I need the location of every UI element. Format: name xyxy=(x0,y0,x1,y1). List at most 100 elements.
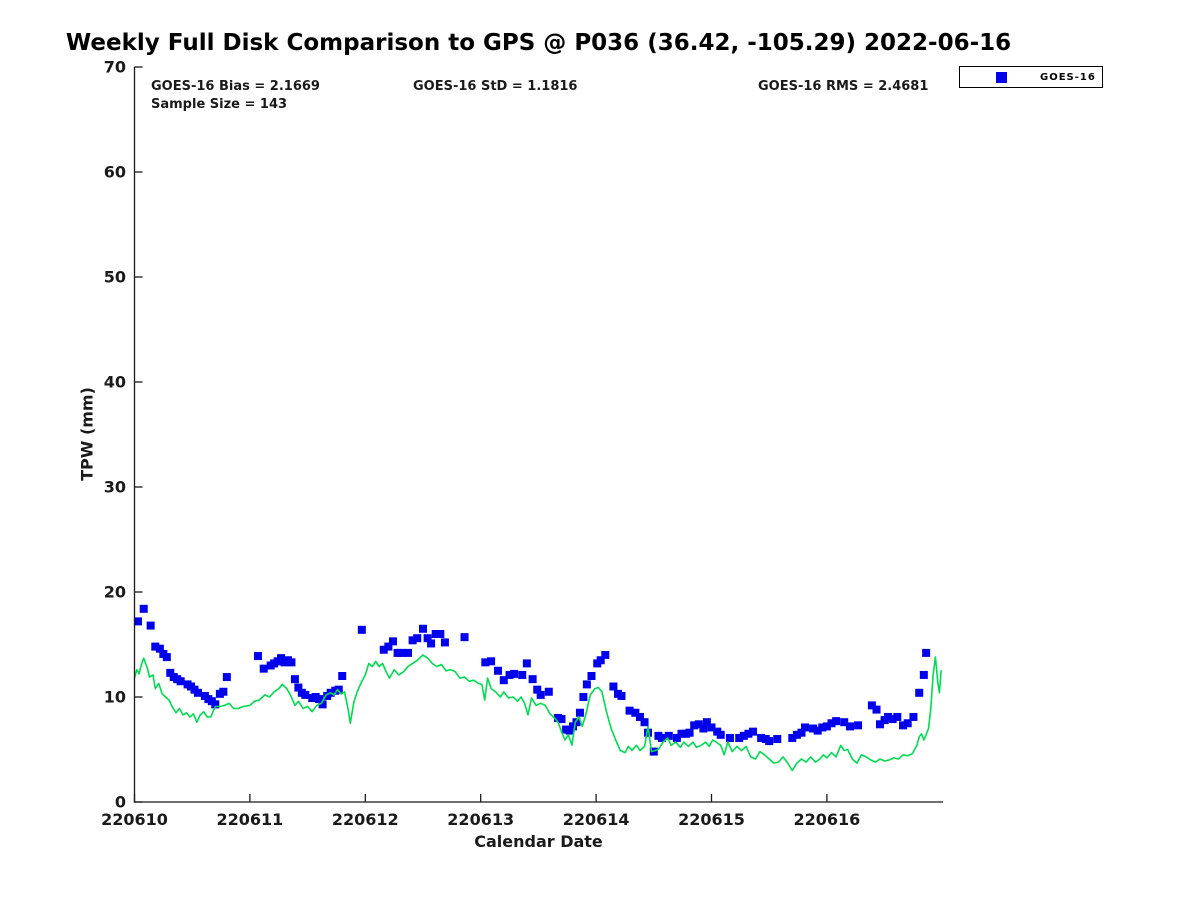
y-tick-label: 10 xyxy=(104,688,126,707)
y-tick-label: 50 xyxy=(104,268,126,287)
x-tick-label: 220610 xyxy=(101,810,168,829)
data-point-marker xyxy=(625,706,634,715)
data-point-marker xyxy=(867,701,876,710)
data-point-marker xyxy=(672,733,681,742)
data-point-marker xyxy=(162,653,171,662)
data-point-marker xyxy=(334,685,343,694)
data-point-marker xyxy=(707,723,716,732)
data-point-marker xyxy=(193,688,202,697)
data-point-marker xyxy=(919,670,928,679)
data-point-marker xyxy=(677,729,686,738)
data-point-marker xyxy=(510,669,519,678)
data-point-marker xyxy=(797,728,806,737)
chart-title: Weekly Full Disk Comparison to GPS @ P03… xyxy=(65,30,1012,56)
x-tick-label: 220613 xyxy=(447,810,514,829)
data-point-marker xyxy=(423,634,432,643)
data-point-marker xyxy=(155,644,164,653)
stat-sample-size: Sample Size = 143 xyxy=(151,97,288,112)
y-tick-label: 60 xyxy=(104,163,126,182)
data-point-marker xyxy=(379,645,388,654)
data-point-marker xyxy=(572,718,581,727)
data-point-marker xyxy=(569,722,578,731)
data-point-marker xyxy=(505,670,514,679)
data-point-marker xyxy=(253,652,262,661)
data-point-marker xyxy=(222,673,231,682)
data-point-marker xyxy=(536,690,545,699)
data-point-marker xyxy=(388,637,397,646)
data-point-marker xyxy=(151,642,160,651)
data-point-marker xyxy=(644,728,653,737)
data-point-marker xyxy=(685,728,694,737)
data-point-marker xyxy=(518,670,527,679)
y-tick-label: 70 xyxy=(104,58,126,77)
stat-std: GOES-16 StD = 1.1816 xyxy=(413,79,578,94)
data-point-marker xyxy=(397,648,406,657)
data-point-marker xyxy=(735,733,744,742)
data-point-marker xyxy=(773,735,782,743)
data-point-marker xyxy=(384,642,393,651)
data-point-marker xyxy=(582,680,591,689)
data-point-marker xyxy=(499,676,508,685)
data-point-marker xyxy=(635,712,644,721)
data-point-marker xyxy=(427,639,436,648)
data-point-marker xyxy=(596,656,605,665)
data-point-marker xyxy=(813,726,822,735)
data-point-marker xyxy=(481,658,490,667)
data-point-marker xyxy=(413,634,422,643)
data-point-marker xyxy=(884,712,893,721)
y-tick-label: 40 xyxy=(104,373,126,392)
data-point-marker xyxy=(565,726,574,735)
data-point-marker xyxy=(640,718,649,727)
data-point-marker xyxy=(436,630,445,638)
data-point-marker xyxy=(139,604,148,613)
data-point-marker xyxy=(872,705,881,714)
data-point-marker xyxy=(533,685,542,694)
data-point-marker xyxy=(854,721,863,730)
x-axis-label: Calendar Date xyxy=(474,832,603,851)
data-point-marker xyxy=(544,687,553,696)
data-point-marker xyxy=(259,664,268,673)
data-point-marker xyxy=(290,675,299,684)
data-point-marker xyxy=(899,721,908,730)
data-point-marker xyxy=(800,723,809,732)
data-point-marker xyxy=(219,687,228,696)
data-point-marker xyxy=(460,633,469,642)
data-point-marker xyxy=(875,720,884,729)
data-point-marker xyxy=(915,688,924,697)
data-point-marker xyxy=(827,719,836,728)
gps-line-series xyxy=(133,654,942,772)
data-point-marker xyxy=(318,700,327,709)
data-point-marker xyxy=(909,712,918,721)
data-point-marker xyxy=(301,690,310,699)
data-point-marker xyxy=(699,724,708,733)
data-point-marker xyxy=(211,700,220,709)
data-point-marker xyxy=(845,722,854,731)
x-tick-label: 220612 xyxy=(332,810,399,829)
data-point-marker xyxy=(822,722,831,731)
data-point-marker xyxy=(664,731,673,740)
data-point-marker xyxy=(617,691,626,700)
data-point-marker xyxy=(403,648,412,657)
data-point-marker xyxy=(575,708,584,717)
x-tick-label: 220614 xyxy=(563,810,630,829)
data-point-marker xyxy=(133,617,142,626)
data-point-marker xyxy=(757,733,766,742)
y-tick-label: 20 xyxy=(104,583,126,602)
data-point-marker xyxy=(922,648,931,657)
data-point-marker xyxy=(419,624,427,633)
legend-entry-label: GOES-16 xyxy=(1040,71,1096,83)
data-point-marker xyxy=(893,712,902,721)
data-point-marker xyxy=(609,682,618,691)
legend-marker-square-icon xyxy=(996,71,1007,83)
data-point-marker xyxy=(840,718,849,727)
data-point-marker xyxy=(788,733,797,742)
data-point-marker xyxy=(487,657,496,666)
x-tick-label: 220615 xyxy=(678,810,745,829)
stat-bias: GOES-16 Bias = 2.1669 xyxy=(151,79,320,94)
data-point-marker xyxy=(792,730,801,739)
data-point-marker xyxy=(146,621,155,630)
data-point-marker xyxy=(702,718,711,727)
y-tick-label: 0 xyxy=(115,793,126,812)
data-point-marker xyxy=(557,715,566,724)
